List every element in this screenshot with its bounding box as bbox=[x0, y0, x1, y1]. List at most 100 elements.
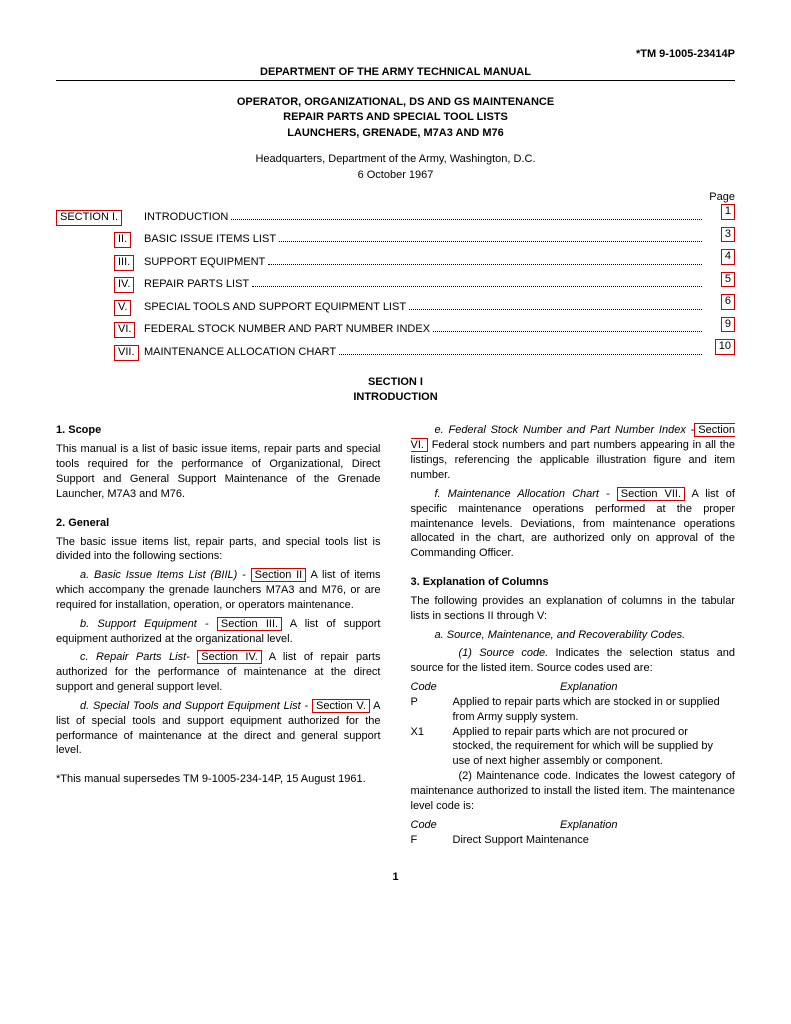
toc-page-link[interactable]: 1 bbox=[721, 204, 735, 220]
right-column: e. Federal Stock Number and Part Number … bbox=[411, 423, 736, 847]
toc-title: MAINTENANCE ALLOCATION CHART bbox=[144, 346, 336, 358]
toc-title-wrap: BASIC ISSUE ITEMS LIST bbox=[144, 233, 705, 245]
toc-row: III. SUPPORT EQUIPMENT 4 bbox=[56, 249, 735, 271]
scope-heading: 1. Scope bbox=[56, 423, 381, 438]
toc-section-link[interactable]: SECTION I. bbox=[56, 210, 122, 226]
code-x1-explanation: Applied to repair parts which are not pr… bbox=[453, 725, 736, 770]
section-heading-line-1: SECTION I bbox=[56, 375, 735, 390]
maintenance-code-line: (2) Maintenance code. Indicates the lowe… bbox=[411, 769, 736, 814]
general-item-e: e. Federal Stock Number and Part Number … bbox=[411, 423, 736, 482]
toc-section-cell: II. bbox=[56, 232, 144, 248]
general-heading: 2. General bbox=[56, 516, 381, 531]
item-e-post: Federal stock numbers and part numbers a… bbox=[411, 439, 736, 481]
toc-page-link[interactable]: 10 bbox=[715, 339, 735, 355]
section-iv-link[interactable]: Section IV. bbox=[197, 650, 262, 664]
toc-page-link[interactable]: 4 bbox=[721, 249, 735, 265]
source-code-line: (1) Source code. Indicates the selection… bbox=[411, 646, 736, 676]
toc-title: SUPPORT EQUIPMENT bbox=[144, 256, 265, 268]
source-code-italic: (1) Source code. bbox=[459, 647, 549, 659]
item-c-prefix: c. Repair Parts List- bbox=[80, 651, 197, 663]
toc-section-cell: VII. bbox=[56, 345, 144, 361]
toc-section-cell: V. bbox=[56, 300, 144, 316]
toc-title-wrap: MAINTENANCE ALLOCATION CHART bbox=[144, 346, 705, 358]
toc-leader-dots bbox=[409, 309, 702, 310]
toc-row: VI. FEDERAL STOCK NUMBER AND PART NUMBER … bbox=[56, 317, 735, 339]
toc-title-wrap: FEDERAL STOCK NUMBER AND PART NUMBER IND… bbox=[144, 323, 705, 335]
general-item-c: c. Repair Parts List- Section IV. A list… bbox=[56, 650, 381, 695]
code-p-explanation: Applied to repair parts which are stocke… bbox=[453, 695, 736, 725]
header-title: DEPARTMENT OF THE ARMY TECHNICAL MANUAL bbox=[56, 66, 735, 81]
document-number: *TM 9-1005-23414P bbox=[56, 48, 735, 60]
mcode-header-row: Code Explanation bbox=[411, 818, 736, 833]
toc-section-cell: III. bbox=[56, 255, 144, 271]
explanation-item-a: a. Source, Maintenance, and Recoverabili… bbox=[411, 628, 736, 643]
toc-page-cell: 10 bbox=[705, 339, 735, 355]
general-item-d: d. Special Tools and Support Equipment L… bbox=[56, 699, 381, 758]
explanation-body: The following provides an explanation of… bbox=[411, 594, 736, 624]
toc-section-cell: IV. bbox=[56, 277, 144, 293]
toc-section-link[interactable]: II. bbox=[114, 232, 131, 248]
toc-leader-dots bbox=[268, 264, 702, 265]
toc-page-link[interactable]: 3 bbox=[721, 227, 735, 243]
toc-title: REPAIR PARTS LIST bbox=[144, 278, 249, 290]
mcode-row-f: F Direct Support Maintenance bbox=[411, 833, 736, 848]
section-heading-line-2: INTRODUCTION bbox=[56, 390, 735, 405]
toc-page-link[interactable]: 6 bbox=[721, 294, 735, 310]
section-ii-link[interactable]: Section II bbox=[251, 568, 307, 582]
toc-title-wrap: REPAIR PARTS LIST bbox=[144, 278, 705, 290]
main-title-line-1: OPERATOR, ORGANIZATIONAL, DS AND GS MAIN… bbox=[56, 95, 735, 110]
code-header-explanation: Explanation bbox=[453, 680, 736, 695]
toc-leader-dots bbox=[252, 286, 702, 287]
toc-title: INTRODUCTION bbox=[144, 211, 228, 223]
toc-page-link[interactable]: 5 bbox=[721, 272, 735, 288]
toc-page-cell: 3 bbox=[705, 227, 735, 243]
toc-page-cell: 6 bbox=[705, 294, 735, 310]
toc-title-wrap: INTRODUCTION bbox=[144, 211, 705, 223]
table-of-contents: SECTION I. INTRODUCTION 1 II. BASIC ISSUE IT… bbox=[56, 204, 735, 361]
toc-title-wrap: SUPPORT EQUIPMENT bbox=[144, 256, 705, 268]
main-title: OPERATOR, ORGANIZATIONAL, DS AND GS MAIN… bbox=[56, 95, 735, 141]
left-column: 1. Scope This manual is a list of basic … bbox=[56, 423, 381, 847]
general-item-b: b. Support Equipment - Section III. A li… bbox=[56, 617, 381, 647]
toc-page-link[interactable]: 9 bbox=[721, 317, 735, 333]
section-heading: SECTION I INTRODUCTION bbox=[56, 375, 735, 406]
page-number: 1 bbox=[56, 871, 735, 883]
toc-row: V. SPECIAL TOOLS AND SUPPORT EQUIPMENT LI… bbox=[56, 294, 735, 316]
toc-section-link[interactable]: VI. bbox=[114, 322, 135, 338]
supersedes-note: *This manual supersedes TM 9-1005-234-14… bbox=[56, 772, 381, 787]
code-row-p: P Applied to repair parts which are stoc… bbox=[411, 695, 736, 725]
item-b-prefix: b. Support Equipment - bbox=[80, 618, 217, 630]
section-iii-link[interactable]: Section III. bbox=[217, 617, 282, 631]
general-item-f: f. Maintenance Allocation Chart - Sectio… bbox=[411, 487, 736, 561]
code-header-code: Code bbox=[411, 680, 453, 695]
general-item-a: a. Basic Issue Items List (BIIL) - Secti… bbox=[56, 568, 381, 613]
toc-section-cell: VI. bbox=[56, 322, 144, 338]
mcode-header-explanation: Explanation bbox=[453, 818, 736, 833]
maintenance-code-table: Code Explanation F Direct Support Mainte… bbox=[411, 818, 736, 848]
toc-section-link[interactable]: IV. bbox=[114, 277, 134, 293]
main-title-line-3: LAUNCHERS, GRENADE, M7A3 AND M76 bbox=[56, 126, 735, 141]
toc-row: II. BASIC ISSUE ITEMS LIST 3 bbox=[56, 227, 735, 249]
toc-title: FEDERAL STOCK NUMBER AND PART NUMBER IND… bbox=[144, 323, 430, 335]
mcode-header-code: Code bbox=[411, 818, 453, 833]
toc-section-link[interactable]: VII. bbox=[114, 345, 139, 361]
toc-section-link[interactable]: V. bbox=[114, 300, 131, 316]
source-code-table: Code Explanation P Applied to repair par… bbox=[411, 680, 736, 769]
toc-page-cell: 5 bbox=[705, 272, 735, 288]
body-columns: 1. Scope This manual is a list of basic … bbox=[56, 423, 735, 847]
toc-section-link[interactable]: III. bbox=[114, 255, 134, 271]
toc-title: BASIC ISSUE ITEMS LIST bbox=[144, 233, 276, 245]
code-header-row: Code Explanation bbox=[411, 680, 736, 695]
toc-row: IV. REPAIR PARTS LIST 5 bbox=[56, 272, 735, 294]
toc-title-wrap: SPECIAL TOOLS AND SUPPORT EQUIPMENT LIST bbox=[144, 301, 705, 313]
toc-page-cell: 9 bbox=[705, 317, 735, 333]
scope-body: This manual is a list of basic issue ite… bbox=[56, 442, 381, 501]
toc-page-cell: 1 bbox=[705, 204, 735, 220]
section-v-link[interactable]: Section V. bbox=[312, 699, 370, 713]
toc-row: SECTION I. INTRODUCTION 1 bbox=[56, 204, 735, 226]
toc-row: VII. MAINTENANCE ALLOCATION CHART 10 bbox=[56, 339, 735, 361]
toc-leader-dots bbox=[339, 354, 702, 355]
toc-leader-dots bbox=[231, 219, 702, 220]
section-vii-link[interactable]: Section VII. bbox=[617, 487, 685, 501]
item-e-prefix: e. Federal Stock Number and Part Number … bbox=[435, 424, 695, 436]
